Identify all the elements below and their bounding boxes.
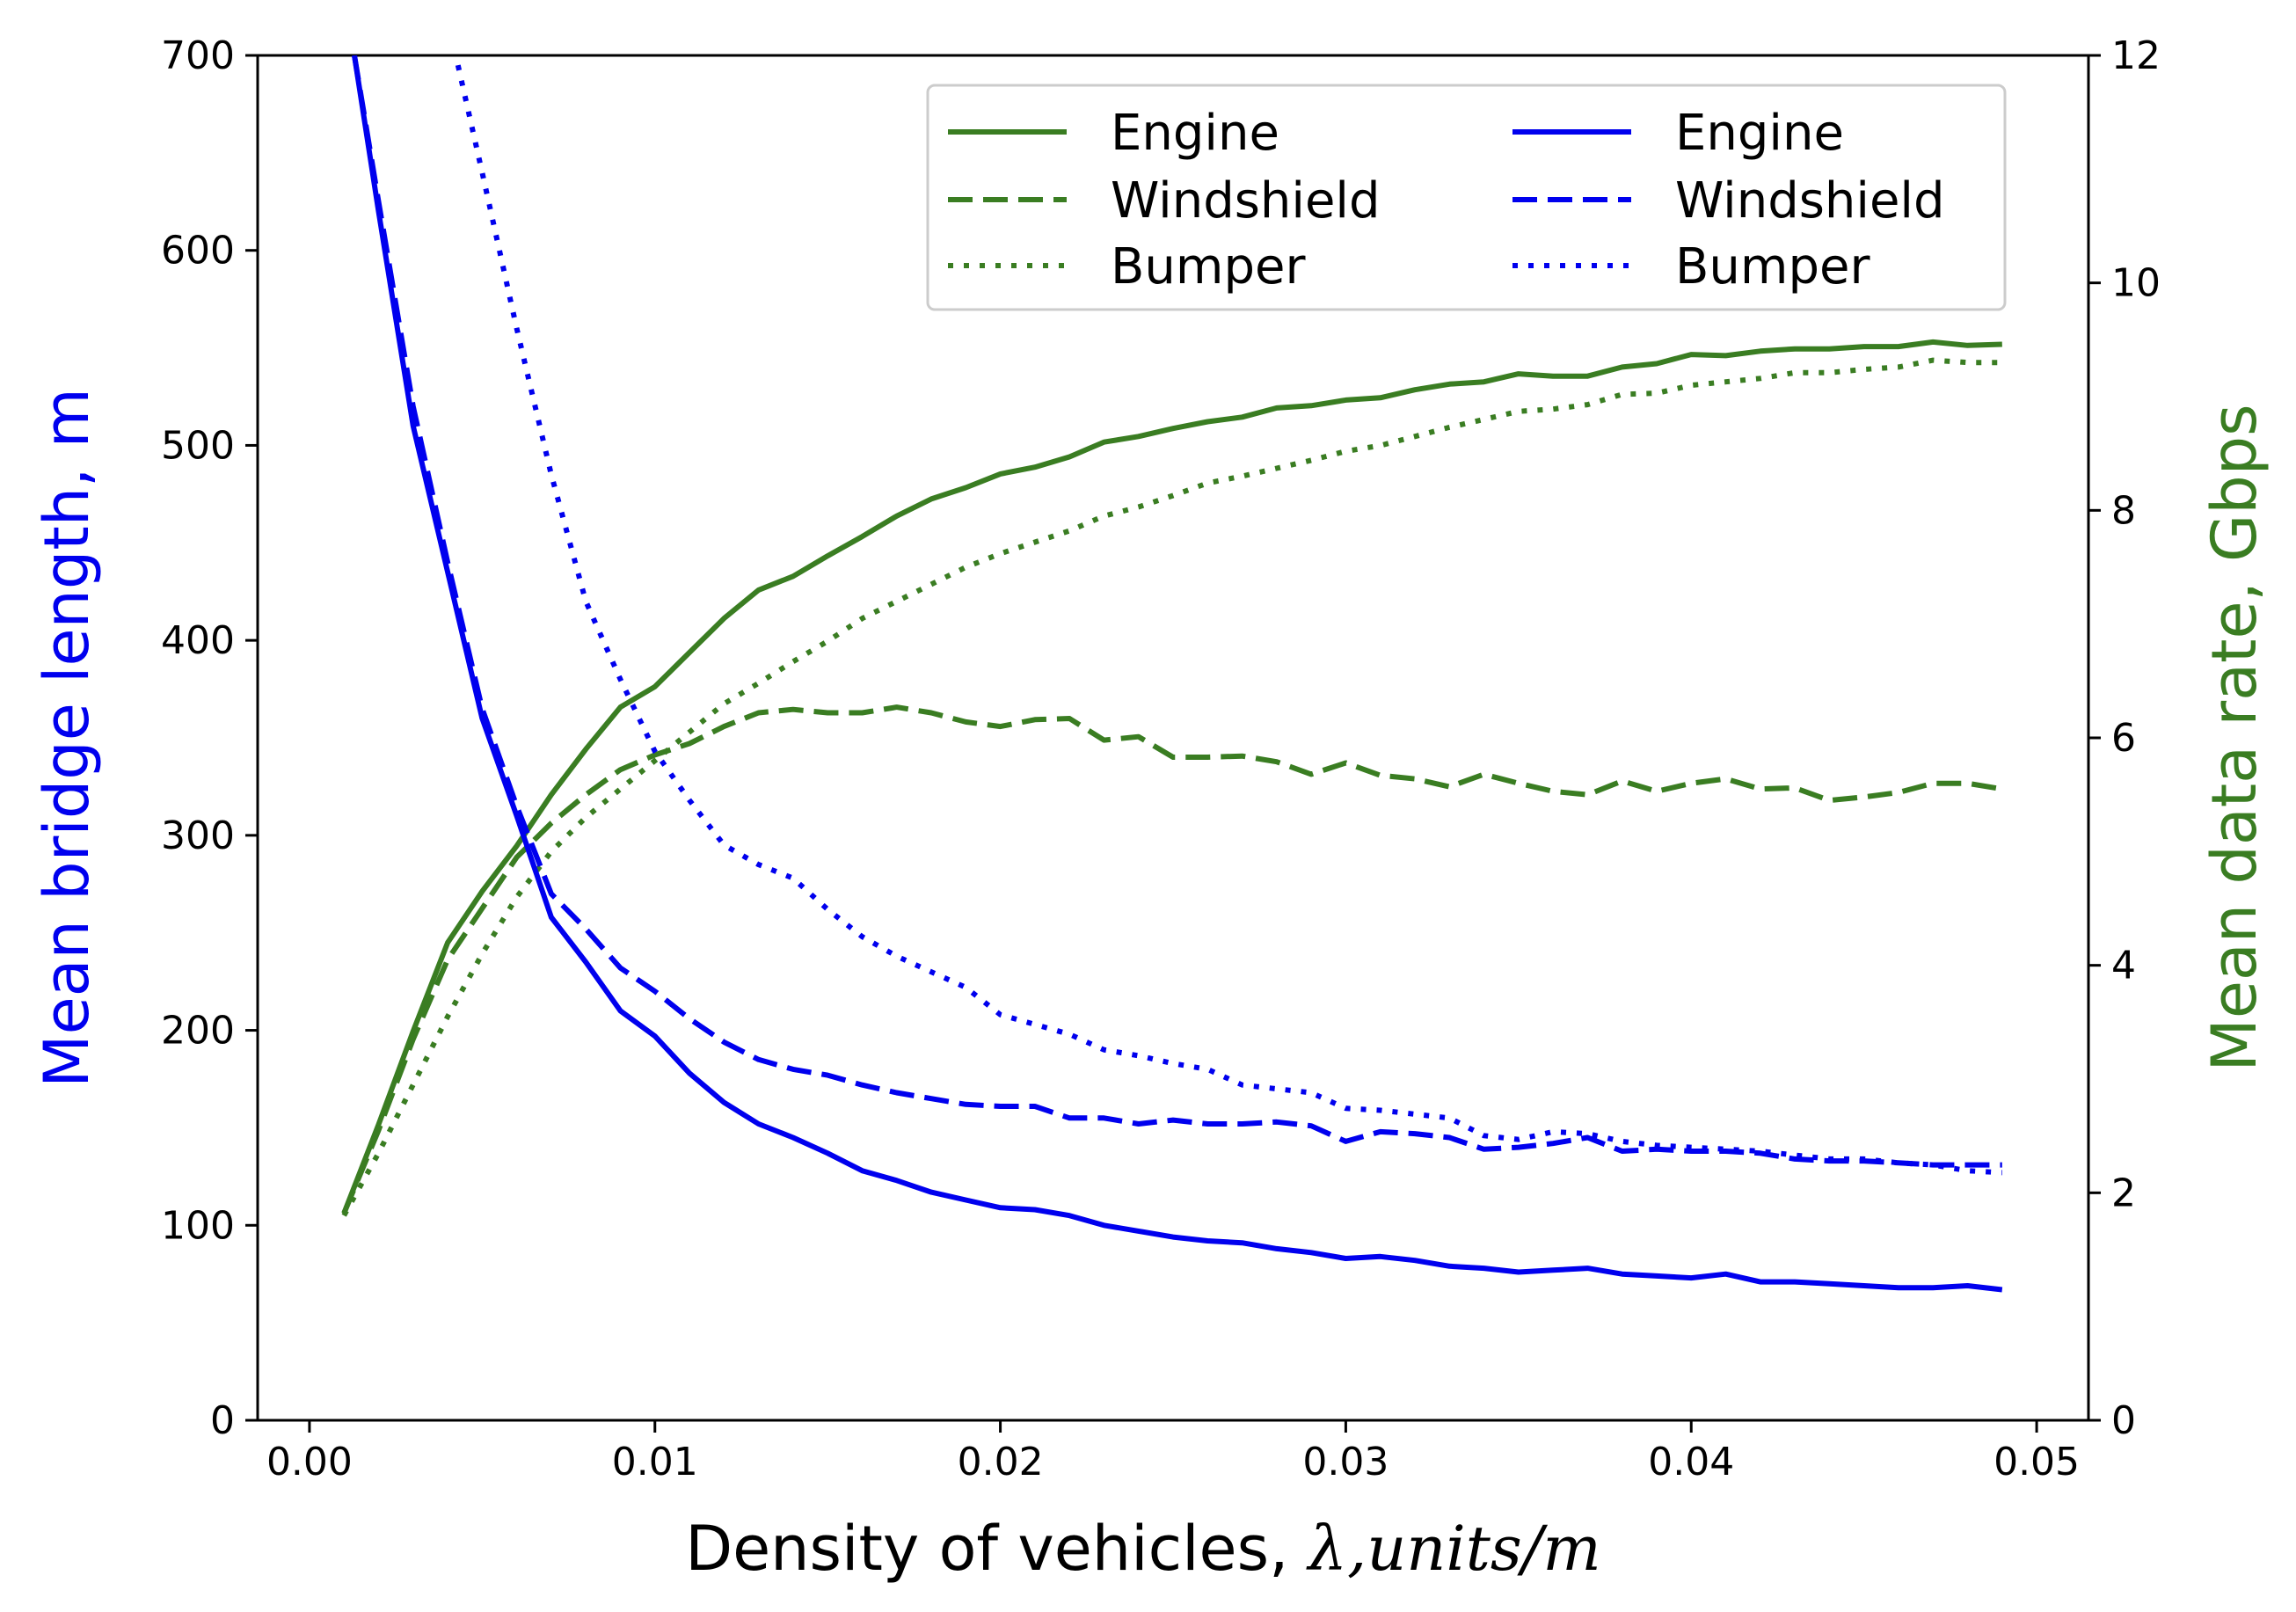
y-right-tick-label: 0: [2111, 1398, 2136, 1443]
x-axis-label-math: λ,units/m: [1306, 1513, 1601, 1585]
y-left-tick-label: 500: [161, 423, 235, 468]
series-layer: [341, 55, 2003, 1293]
series-line-windshield-green: [341, 704, 2003, 1214]
y-axis-right: 0 2 4 6 8 10 12: [2088, 33, 2161, 1443]
y-left-tick-label: 300: [161, 813, 235, 858]
y-axis-left: 0 100 200 300 400 500 600 700: [161, 33, 258, 1443]
legend-frame: [926, 84, 2007, 311]
series-line-windshield-blue: [352, 55, 2002, 1168]
series-line-engine-blue: [352, 55, 2003, 1293]
x-tick-label: 0.03: [1302, 1440, 1389, 1484]
series-line-bumper-blue: [455, 64, 2002, 1176]
y-left-tick-label: 700: [161, 33, 235, 78]
legend-label-bumper-blue: Bumper: [1675, 238, 1870, 295]
y-axis-right-label: Mean data rate, Gbps: [2198, 404, 2270, 1071]
y-right-tick-label: 2: [2111, 1171, 2136, 1215]
series-line-engine-green: [341, 339, 2002, 1214]
x-tick-label: 0.02: [958, 1440, 1044, 1484]
x-tick-label: 0.00: [266, 1440, 353, 1484]
y-left-tick-label: 0: [210, 1398, 235, 1443]
legend-label-bumper-green: Bumper: [1111, 238, 1306, 295]
x-axis: 0.00 0.01 0.02 0.03 0.04 0.05: [266, 1420, 2080, 1484]
legend-label-engine-green: Engine: [1111, 105, 1279, 162]
y-right-tick-label: 10: [2111, 261, 2161, 306]
y-left-tick-label: 200: [161, 1009, 235, 1054]
series-line-bumper-green: [341, 357, 2002, 1217]
x-tick-label: 0.05: [1994, 1440, 2080, 1484]
legend-label-windshield-blue: Windshield: [1675, 172, 1945, 230]
y-right-tick-label: 6: [2111, 716, 2136, 761]
y-right-tick-label: 12: [2111, 33, 2161, 78]
y-right-tick-label: 4: [2111, 944, 2136, 988]
legend-label-windshield-green: Windshield: [1111, 172, 1381, 230]
x-axis-label: Density of vehicles, λ,units/m: [685, 1513, 1601, 1585]
x-tick-label: 0.04: [1648, 1440, 1734, 1484]
legend: Engine Windshield Bumper Engine Windshield Bu…: [926, 84, 2007, 311]
y-left-tick-label: 600: [161, 229, 235, 274]
y-axis-left-label: Mean bridge length, m: [31, 388, 103, 1088]
y-right-tick-label: 8: [2111, 488, 2136, 533]
x-axis-label-text: Density of vehicles,: [685, 1513, 1308, 1585]
legend-label-engine-blue: Engine: [1675, 105, 1844, 162]
y-left-tick-label: 400: [161, 618, 235, 663]
legend-entries: Engine Windshield Bumper Engine Windshield Bu…: [948, 105, 1945, 295]
x-tick-label: 0.01: [612, 1440, 698, 1484]
y-left-tick-label: 100: [161, 1203, 235, 1248]
